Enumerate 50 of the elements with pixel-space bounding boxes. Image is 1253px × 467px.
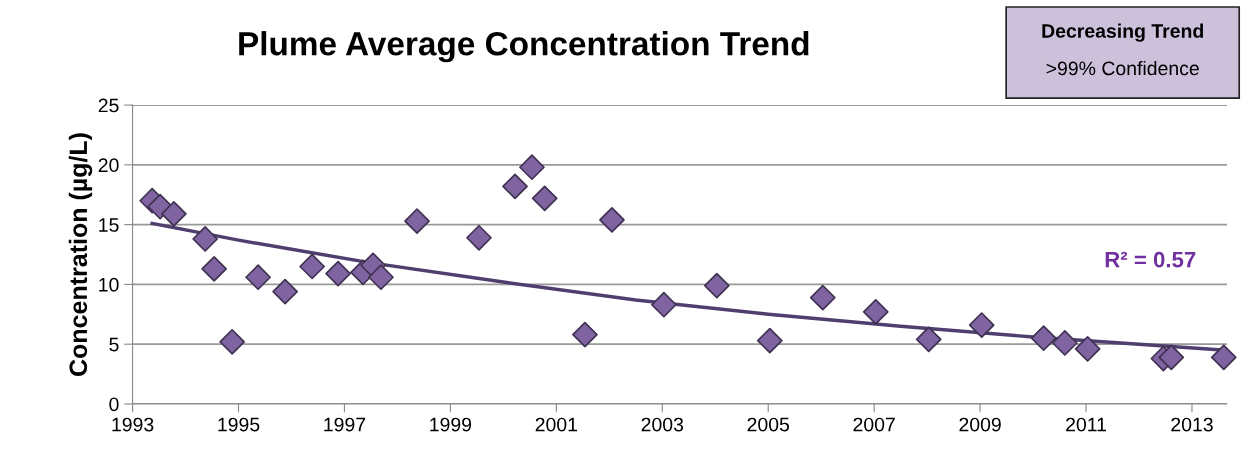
point xyxy=(703,272,730,299)
point xyxy=(756,327,783,354)
x-tick-label: 1999 xyxy=(430,417,472,432)
x-tick-label: 2011 xyxy=(1066,417,1106,432)
y-tick-label: 15 xyxy=(99,218,119,232)
point xyxy=(862,299,889,325)
point xyxy=(368,264,394,291)
point xyxy=(299,253,326,280)
x-tick-label: 1997 xyxy=(324,417,366,432)
y-tick-label: 5 xyxy=(109,337,119,352)
y-axis-title: Concentration (µg/L) xyxy=(68,133,93,376)
x-tick-label: 2001 xyxy=(535,417,578,432)
x-tick-label: 2005 xyxy=(747,417,790,432)
text: Decreasing Trend xyxy=(1042,23,1203,42)
point xyxy=(1051,330,1078,356)
x-tick-label: 1995 xyxy=(218,417,260,432)
point xyxy=(915,326,942,353)
text: >99% Confidence xyxy=(1046,60,1199,76)
point xyxy=(325,260,351,287)
x-tick-label: 2009 xyxy=(959,417,1001,432)
point xyxy=(968,312,995,338)
x-tick-label: 1993 xyxy=(112,417,154,432)
point xyxy=(161,201,187,227)
point xyxy=(519,154,545,181)
annotation: R² = 0.57 xyxy=(1105,251,1196,268)
point xyxy=(272,278,298,305)
y-tick-label: 10 xyxy=(99,277,119,292)
point xyxy=(1210,344,1237,371)
x-tick-label: 2007 xyxy=(853,417,895,432)
point xyxy=(502,173,528,200)
x-tick-label: 2013 xyxy=(1171,417,1213,432)
point xyxy=(1030,325,1057,352)
point xyxy=(572,321,598,348)
point xyxy=(1074,336,1101,362)
point xyxy=(201,255,228,282)
point xyxy=(245,264,271,291)
point xyxy=(599,206,625,233)
point xyxy=(650,291,677,318)
point xyxy=(219,328,246,355)
y-tick-label: 25 xyxy=(98,98,119,113)
point xyxy=(466,224,492,251)
chart-title: Plume Average Concentration Trend xyxy=(239,31,809,63)
point xyxy=(531,185,558,212)
point xyxy=(192,226,219,252)
x-tick-label: 2003 xyxy=(641,417,684,432)
y-tick-label: 20 xyxy=(98,158,119,173)
point xyxy=(1158,344,1185,371)
point xyxy=(809,284,836,311)
point xyxy=(404,208,430,234)
y-tick-label: 0 xyxy=(109,397,119,412)
